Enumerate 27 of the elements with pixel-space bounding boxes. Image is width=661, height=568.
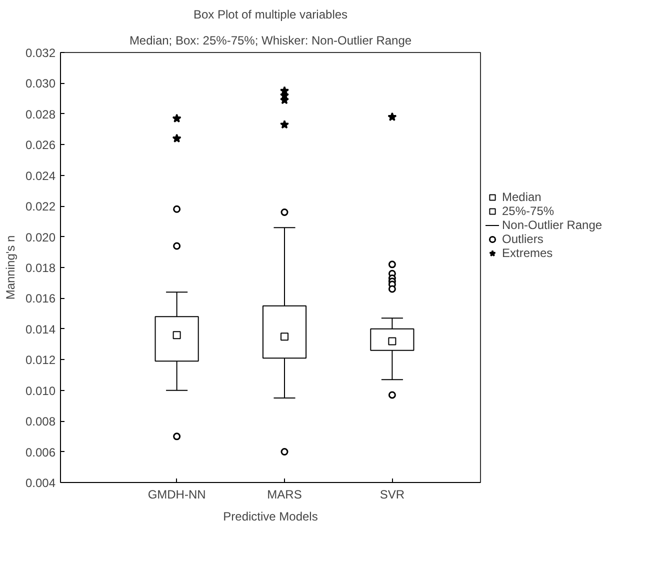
y-tick-label: 0.004 — [25, 476, 56, 490]
legend-label: Extremes — [502, 246, 553, 260]
y-tick-label: 0.022 — [25, 200, 56, 214]
x-tick-label: GMDH-NN — [148, 488, 206, 502]
text: 25%-75% — [502, 204, 554, 218]
text: Median — [502, 190, 542, 204]
y-axis-title: Manning's n — [3, 235, 18, 300]
x-tick-label: MARS — [267, 488, 302, 502]
y-tick-label: 0.012 — [25, 353, 56, 368]
y-tick-label: 0.014 — [25, 322, 56, 336]
y-tick-label: 0.018 — [25, 261, 56, 275]
x-axis-title: Predictive Models — [223, 510, 318, 524]
y-tick-label: 0.030 — [25, 76, 56, 91]
x-tick-label: SVR — [380, 488, 405, 502]
text: Outliers — [502, 232, 544, 246]
y-tick-label: 0.028 — [25, 107, 56, 122]
text: Non-Outlier Range — [502, 218, 602, 232]
y-tick-label: 0.006 — [25, 445, 56, 460]
chart-subtitle: Median; Box: 25%-75%; Whisker: Non-Outlier Range — [129, 34, 412, 48]
y-tick-label: 0.016 — [25, 292, 56, 306]
y-tick-label: 0.032 — [25, 46, 56, 60]
y-tick-label: 0.024 — [25, 168, 56, 183]
y-tick-label: 0.010 — [25, 384, 56, 398]
y-tick-label: 0.008 — [25, 414, 56, 429]
chart-title: Box Plot of multiple variables — [193, 8, 348, 22]
y-tick-label: 0.026 — [25, 138, 56, 152]
y-tick-label: 0.020 — [25, 230, 56, 244]
